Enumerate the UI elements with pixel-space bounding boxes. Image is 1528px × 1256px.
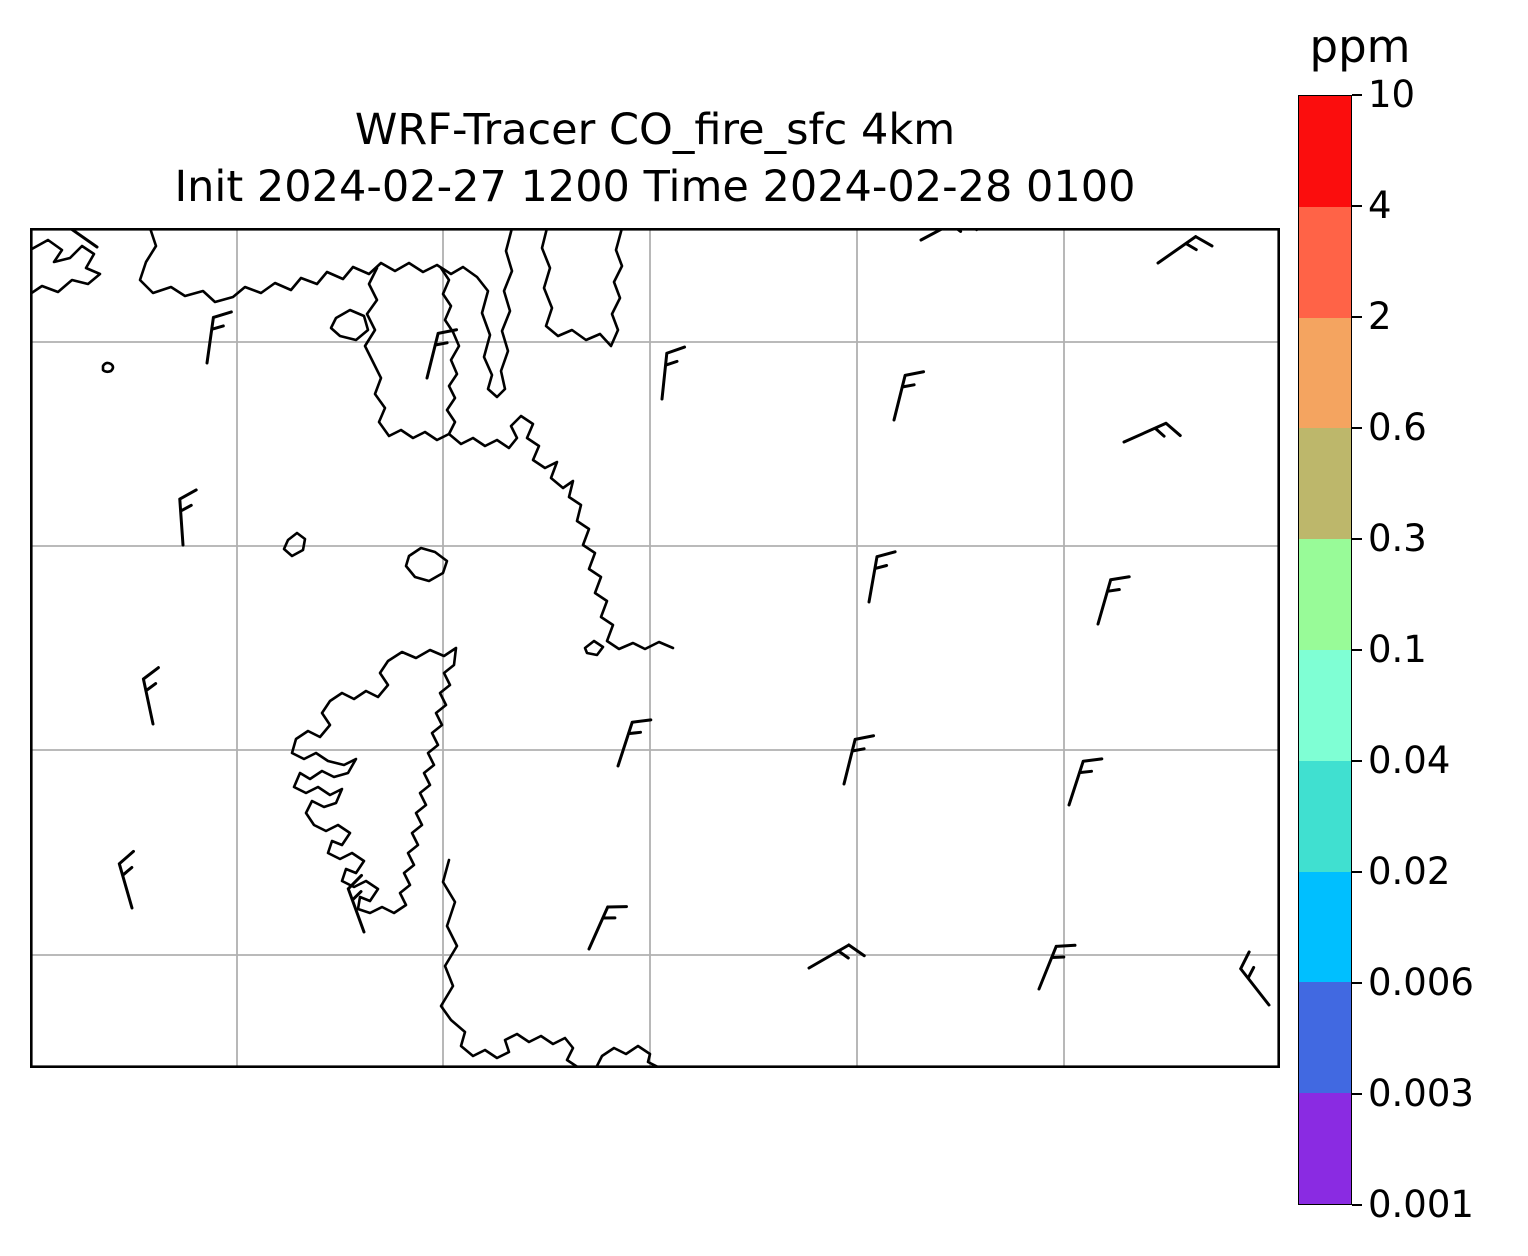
colorbar-units-label: ppm bbox=[1309, 20, 1411, 73]
wind-barb bbox=[1096, 575, 1131, 626]
coastline bbox=[404, 546, 449, 583]
wind-barb bbox=[1067, 757, 1104, 807]
colorbar bbox=[1298, 95, 1352, 1205]
colorbar-segment bbox=[1299, 760, 1351, 872]
colorbar-tick-label: 2 bbox=[1368, 295, 1392, 338]
colorbar-tick-label: 0.02 bbox=[1368, 850, 1451, 893]
colorbar-tick-mark bbox=[1352, 759, 1362, 763]
wind-barb bbox=[616, 718, 653, 768]
colorbar-tick-label: 0.04 bbox=[1368, 739, 1451, 782]
colorbar-tick-label: 4 bbox=[1368, 184, 1392, 227]
colorbar-segment bbox=[1299, 1093, 1351, 1204]
colorbar-tick-mark bbox=[1352, 981, 1362, 985]
colorbar-segment bbox=[1299, 317, 1351, 429]
colorbar-tick-mark bbox=[1352, 1092, 1362, 1096]
colorbar-segment bbox=[1299, 982, 1351, 1094]
coastline bbox=[363, 266, 461, 442]
colorbar-tick-mark bbox=[1352, 537, 1362, 541]
map-border bbox=[30, 228, 1280, 1068]
wind-barb bbox=[919, 228, 979, 242]
colorbar-tick-mark bbox=[1352, 204, 1362, 208]
map-panel bbox=[30, 228, 1280, 1068]
wind-barb bbox=[587, 905, 628, 951]
colorbar-tick-mark bbox=[1352, 870, 1362, 874]
colorbar-segment bbox=[1299, 96, 1351, 207]
wind-barb bbox=[141, 666, 160, 726]
map-canvas bbox=[30, 228, 1280, 1068]
coastline bbox=[290, 646, 458, 915]
wind-barb bbox=[1037, 943, 1077, 991]
colorbar-tick-label: 0.3 bbox=[1368, 517, 1427, 560]
coastline bbox=[30, 238, 102, 296]
wind-barb bbox=[660, 345, 687, 401]
wind-barb bbox=[117, 849, 135, 910]
colorbar-tick-mark bbox=[1352, 648, 1362, 652]
colorbar-segment bbox=[1299, 539, 1351, 650]
colorbar-tick-mark bbox=[1352, 315, 1362, 319]
colorbar-tick-mark bbox=[1352, 1203, 1362, 1207]
colorbar-tick-mark bbox=[1352, 93, 1362, 97]
colorbar-tick-label: 0.1 bbox=[1368, 628, 1427, 671]
wind-barb bbox=[178, 488, 198, 547]
wind-barb bbox=[425, 328, 459, 380]
wind-barb bbox=[807, 943, 866, 970]
wind-barb bbox=[892, 370, 926, 422]
plot-title-line2: Init 2024-02-27 1200 Time 2024-02-28 010… bbox=[174, 162, 1136, 212]
colorbar-tick-label: 0.001 bbox=[1368, 1183, 1474, 1226]
coastline bbox=[138, 228, 514, 399]
coastline bbox=[540, 228, 624, 348]
coastline bbox=[101, 361, 115, 374]
coastline bbox=[439, 858, 581, 1068]
coastline bbox=[583, 639, 605, 657]
wind-barb bbox=[205, 310, 233, 365]
coastline bbox=[329, 308, 370, 342]
wind-barb bbox=[1122, 421, 1182, 444]
colorbar-tick-label: 0.003 bbox=[1368, 1072, 1474, 1115]
colorbar-tick-label: 0.6 bbox=[1368, 406, 1427, 449]
colorbar-tick-label: 0.006 bbox=[1368, 961, 1474, 1004]
colorbar-segment bbox=[1299, 428, 1351, 540]
wind-barb bbox=[346, 873, 366, 934]
colorbar-segment bbox=[1299, 871, 1351, 983]
colorbar-tick-label: 10 bbox=[1368, 73, 1416, 116]
plot-title: WRF-Tracer CO_fire_sfc 4km Init 2024-02-… bbox=[30, 102, 1280, 216]
wind-barb bbox=[867, 550, 897, 604]
wind-barb bbox=[842, 734, 876, 786]
coastline bbox=[282, 531, 307, 558]
coastline bbox=[594, 1044, 662, 1068]
plot-title-line1: WRF-Tracer CO_fire_sfc 4km bbox=[354, 105, 956, 155]
coastline bbox=[447, 414, 675, 651]
wind-barb bbox=[1156, 235, 1214, 265]
colorbar-segment bbox=[1299, 206, 1351, 318]
colorbar-segment bbox=[1299, 649, 1351, 761]
wind-barb bbox=[1239, 950, 1271, 1007]
colorbar-tick-mark bbox=[1352, 426, 1362, 430]
wind-barb bbox=[57, 228, 99, 249]
